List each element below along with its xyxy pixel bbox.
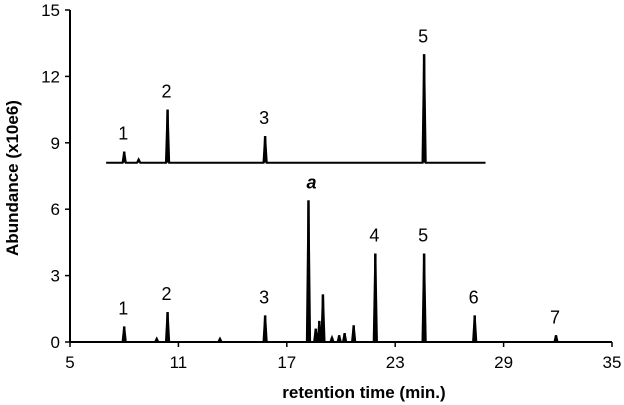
lower-peak-label: 4 [369,225,379,245]
upper-peak-label: 3 [259,108,269,128]
upper-peak-label: 5 [418,26,428,46]
lower-peak-label: 7 [550,307,560,327]
lower-peak-label: a [306,172,316,192]
y-tick-label: 15 [41,1,60,20]
y-axis-title: Abundance (x10e6) [3,100,22,256]
peak-labels: 1 2 3 5 1 2 3 a 4 5 6 7 [118,26,560,327]
upper-chromatogram-trace [106,54,486,164]
x-tick-label: 23 [386,353,405,372]
upper-peak-label: 1 [118,124,128,144]
x-tick-label: 11 [170,353,188,372]
x-axis-title: retention time (min.) [282,383,445,402]
traces [106,54,576,343]
x-tick-label: 5 [65,353,74,372]
y-tick-label: 0 [51,333,60,352]
x-tick-label: 29 [494,353,513,372]
lower-peak-label: 2 [162,284,172,304]
y-tick-label: 6 [51,200,60,219]
y-tick-label: 12 [41,67,60,86]
x-tick-label: 17 [277,353,296,372]
y-tick-label: 3 [51,267,60,286]
lower-peak-label: 3 [259,287,269,307]
upper-peak-label: 2 [162,82,172,102]
lower-peak-label: 1 [118,299,128,319]
lower-peak-label: 6 [469,287,479,307]
lower-peak-label: 5 [418,225,428,245]
x-tick-label: 35 [603,353,622,372]
lower-chromatogram-trace [115,200,576,343]
y-tick-label: 9 [51,134,60,153]
